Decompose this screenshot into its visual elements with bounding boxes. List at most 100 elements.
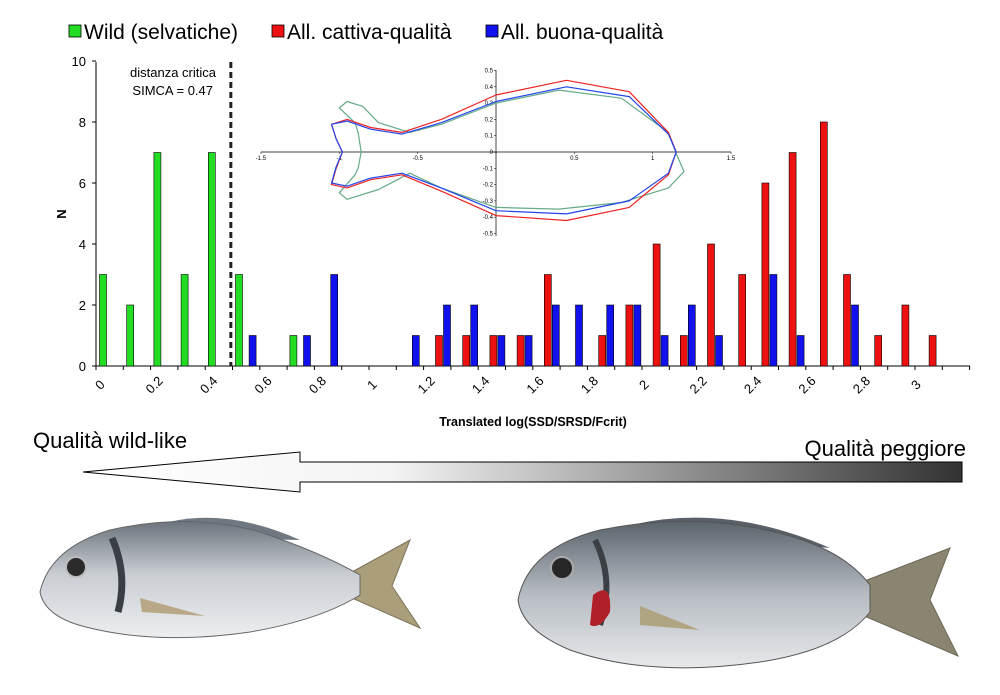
quality-right-label: Qualità peggiore [805,436,966,461]
bar-bad-quality [489,335,498,367]
bar-good-quality [606,304,615,367]
x-tick-label: 2.4 [741,373,764,396]
fish-2-tail [861,547,960,657]
fish-2-body [517,520,871,669]
fish-1-pectoral-fin [140,598,205,616]
fish-photo-worse-quality [517,517,960,669]
x-tick-label: 2.6 [795,373,818,396]
bar-bad-quality [874,335,883,367]
inset-y-tick-label: 0.5 [485,69,494,75]
inset-outlines [330,79,685,222]
bar-bad-quality [843,274,851,367]
bar-wild [126,304,134,367]
inset-y-tick-label: -0.4 [483,215,494,221]
inset-y-tick-label: -0.5 [483,232,494,238]
bar-good-quality [660,335,669,367]
bar-bad-quality [679,335,688,367]
bar-bad-quality [761,182,770,367]
x-ticks: 0 0.2 0.4 0.6 0.8 1 1.2 1.4 1.6 1.8 2 2.2 2.4 2.6 2.8 3 [92,366,971,397]
bar-good-quality [330,274,339,367]
bar-good-quality [551,304,560,367]
legend-label-wild: Wild (selvatiche) [84,21,238,44]
x-tick-label: 3 [908,377,924,393]
bar-bad-quality [625,304,634,367]
fish-1-tail [351,538,422,630]
bar-bad-quality [738,274,747,367]
x-tick-label: 2.8 [850,373,873,396]
x-tick-label: 1.4 [469,373,492,396]
quality-gradient-arrow [82,451,963,493]
x-tick-label: 0.2 [143,373,166,396]
x-tick-label: 1.2 [415,373,438,396]
legend: Wild (selvatiche) All. cattiva-qualità A… [68,21,664,44]
y-ticks: 0 2 4 6 8 10 [72,54,96,374]
bar-good-quality [796,335,805,367]
inset-outline-wild [338,89,685,210]
x-tick-label: 2.2 [687,373,710,396]
bar-good-quality [715,335,723,367]
bar-bad-quality [819,121,828,367]
histogram-bars [99,121,937,367]
bar-good-quality [470,304,479,367]
bar-bad-quality [707,243,715,367]
bar-wild [153,152,162,367]
bar-good-quality [248,335,257,367]
inset-outline-good-quality [330,86,677,215]
x-tick-label: 0.6 [251,373,274,396]
inset-y-tick-label: 0.2 [485,117,494,123]
bar-good-quality [411,335,420,367]
bar-bad-quality [652,243,661,367]
x-tick-label: 1.6 [523,373,546,396]
x-axis-label: Translated log(SSD/SRSD/Fcrit) [439,415,627,429]
bar-good-quality [443,304,451,367]
inset-y-tick-label: 0.1 [485,134,494,140]
bar-good-quality [769,274,778,367]
simca-value-label: SIMCA = 0.47 [132,83,213,98]
fish-2-gill-red [590,590,611,627]
x-tick-label: 2 [636,377,652,393]
y-tick-label: 0 [79,359,86,374]
legend-swatch-good-quality [485,24,499,38]
x-tick-label: 1 [364,377,380,393]
critical-distance-label: distanza critica [130,65,217,80]
inset-x-tick-label: 1.5 [727,156,736,162]
bar-wild [235,274,243,367]
bar-wild [289,335,298,367]
bar-wild [99,274,107,367]
bar-good-quality [851,304,859,367]
bar-bad-quality [435,335,443,367]
y-axis-label: N [54,209,69,218]
bar-good-quality [633,304,642,367]
legend-swatch-wild [68,24,82,38]
legend-label-good-quality: All. buona-qualità [501,21,664,44]
bar-good-quality [687,304,696,367]
y-tick-label: 10 [72,54,86,69]
bar-bad-quality [598,335,607,367]
bar-bad-quality [543,274,552,367]
bar-bad-quality [516,335,525,367]
fish-1-body [39,520,361,639]
bar-bad-quality [901,304,910,367]
bar-good-quality [524,335,533,367]
bar-wild [208,152,216,367]
inset-y-tick-label: -0.1 [483,166,494,172]
y-tick-label: 4 [79,237,86,252]
x-tick-label: 1.8 [578,373,601,396]
inset-y-tick-label: 0 [490,150,494,156]
y-tick-label: 8 [79,115,86,130]
inset-x-tick-label: 1 [651,156,655,162]
fish-2-eye [550,556,574,580]
bar-good-quality [497,335,506,367]
inset-y-tick-label: -0.3 [483,199,494,205]
inset-x-tick-label: -0.5 [412,156,423,162]
inset-outline-plot: -1.5 -1 -0.5 0.5 1 1.50.50.40.30.20.10-0.1-0.… [256,69,736,238]
quality-arrow: Qualità wild-like Qualità peggiore [33,428,966,493]
fish-1-eye [65,556,87,578]
inset-x-tick-label: -1.5 [256,156,267,162]
y-tick-label: 6 [79,176,86,191]
y-tick-label: 2 [79,298,86,313]
bar-bad-quality [462,335,471,367]
x-tick-label: 0.4 [197,373,220,396]
quality-left-label: Qualità wild-like [33,428,187,453]
